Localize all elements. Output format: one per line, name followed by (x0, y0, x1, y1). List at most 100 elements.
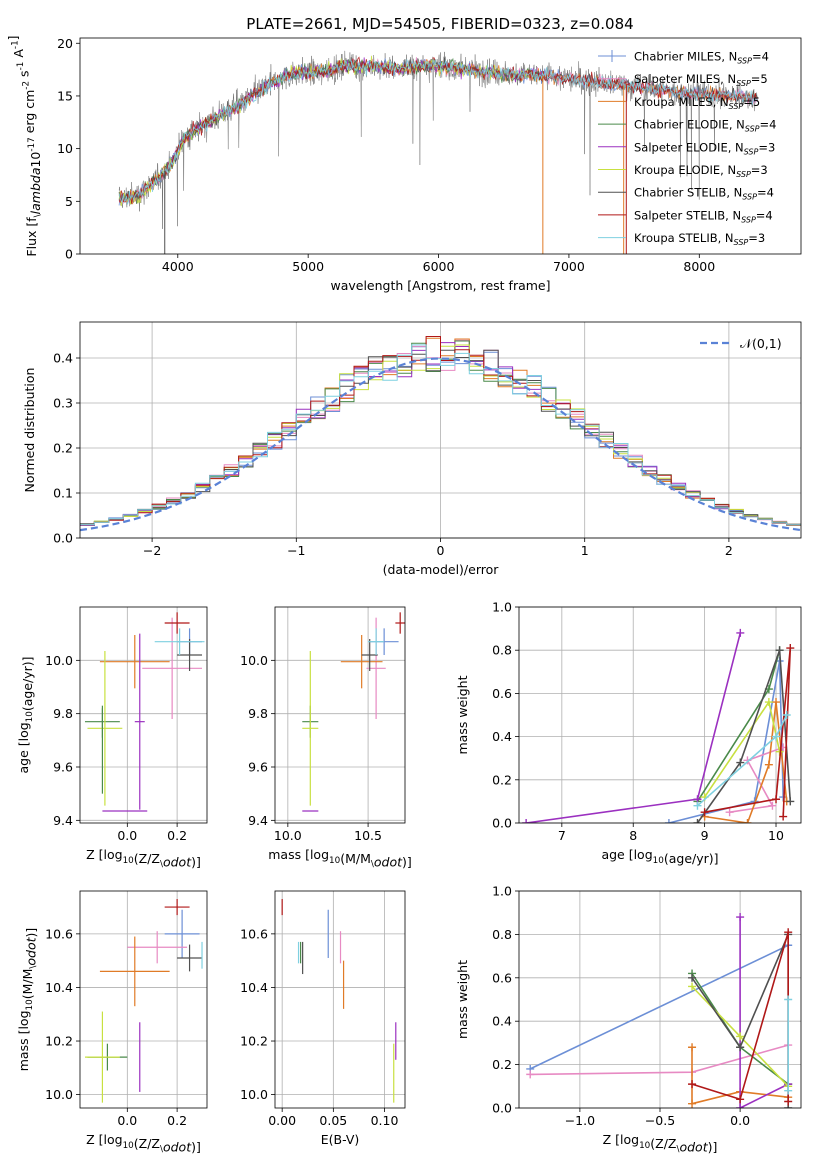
x-tick-label: 0.0 (117, 828, 137, 843)
x-axis-label: E(B-V) (321, 1132, 360, 1147)
y-tick-label: 1.0 (492, 884, 512, 899)
y-tick-label: 9.4 (248, 813, 268, 828)
plot-area (80, 336, 801, 532)
x-tick-label: 8000 (683, 259, 715, 274)
x-axis-label: Z [log10(Z/Z\odot)] (86, 1132, 201, 1155)
x-tick-label: −2 (143, 543, 161, 558)
weight-point-marker (688, 982, 697, 991)
y-tick-label: 10.0 (45, 653, 73, 668)
y-tick-label: 0.0 (53, 531, 73, 546)
y-tick-label: 0.1 (53, 486, 73, 501)
y-tick-label: 9.8 (248, 706, 268, 721)
x-axis-label: wavelength [Angstrom, rest frame] (330, 278, 550, 293)
weight-point-marker (786, 797, 795, 806)
y-tick-label: 9.6 (248, 760, 268, 775)
axes-frame (518, 890, 802, 1109)
weight-point-marker (736, 758, 745, 767)
figure-title: PLATE=2661, MJD=54505, FIBERID=0323, z=0… (246, 15, 633, 33)
grid (275, 607, 405, 823)
axes-frame (274, 606, 406, 824)
weight-point-marker (768, 801, 777, 810)
x-tick-label: 4000 (162, 259, 194, 274)
x-tick-label: 0.10 (371, 1113, 399, 1128)
weight-line-chabrier-miles (529, 944, 789, 1070)
x-tick-label: −1 (287, 543, 305, 558)
weight-point-marker (736, 1104, 745, 1108)
weight-point-marker (688, 1099, 697, 1108)
y-tick-label: 0.2 (492, 772, 512, 787)
weight-point-marker (764, 760, 773, 769)
x-tick-label: 0.2 (167, 1113, 187, 1128)
axes-frame (79, 321, 802, 539)
weight-line-kroupa-miles (691, 1047, 789, 1105)
weight-point-marker (779, 812, 788, 821)
legend-entry: Salpeter STELIB, NSSP=4 (634, 208, 773, 224)
y-tick-label: 5 (65, 194, 73, 209)
weight-point-marker (772, 698, 781, 707)
weight-point-marker (736, 1095, 745, 1104)
model-line-kroupa-stelib (118, 58, 758, 205)
axes-frame (79, 890, 208, 1109)
weight-point-marker (775, 646, 784, 655)
legend-entry: 𝒩(0,1) (740, 336, 782, 351)
weight-point-marker (526, 1070, 535, 1079)
weight-point-marker (688, 1043, 697, 1052)
weight-point-marker (522, 819, 531, 823)
y-tick-label: 0.4 (492, 729, 512, 744)
y-axis-label: mass weight (455, 960, 470, 1039)
y-tick-label: 0.4 (53, 351, 73, 366)
legend-entry: Kroupa STELIB, NSSP=3 (634, 231, 765, 247)
chart-mass-vs-EBV: 0.00 0.05 0.10 10.0 10.2 10.4 10.6 E(B-V) (240, 890, 406, 1147)
y-tick-label: 10.4 (240, 980, 268, 995)
y-tick-label: 0.2 (53, 441, 73, 456)
legend-entry: Kroupa ELODIE, NSSP=3 (634, 163, 768, 179)
observed-spectrum-line (118, 50, 759, 229)
x-tick-label: 6000 (423, 259, 455, 274)
y-tick-label: 0.8 (492, 927, 512, 942)
y-tick-label: 20 (57, 36, 73, 51)
plot-area (281, 899, 397, 1103)
x-tick-label: 0.2 (167, 828, 187, 843)
y-tick-label: 10.0 (240, 653, 268, 668)
plot-area (522, 628, 795, 823)
weight-point-marker (784, 995, 793, 1004)
weight-point-marker (786, 644, 795, 653)
x-tick-label: −1.0 (565, 1113, 595, 1128)
weight-point-marker (736, 1032, 745, 1041)
y-tick-label: 1.0 (492, 600, 512, 615)
chart-mass-vs-Z: 0.0 0.2 10.0 10.2 10.4 10.6 Z [log10(Z/Z\odot)… (16, 890, 208, 1155)
x-tick-label: 7000 (553, 259, 585, 274)
y-tick-label: 9.4 (53, 813, 73, 828)
y-tick-label: 10.4 (45, 980, 73, 995)
x-tick-label: 8 (629, 828, 637, 843)
y-tick-label: 10.2 (240, 1034, 268, 1049)
x-tick-label: 1 (581, 543, 589, 558)
grid (275, 891, 405, 1108)
normal-curve (80, 357, 801, 532)
y-tick-label: 0.8 (492, 643, 512, 658)
y-axis-label: Normed distribution (22, 368, 37, 493)
x-tick-label: 0 (437, 543, 445, 558)
x-axis-label: Z [log10(Z/Z\odot)] (603, 1132, 718, 1155)
axes-frame (79, 37, 802, 255)
x-tick-label: 7 (558, 828, 566, 843)
chart-residuals: −2 −1 0 1 2 0.0 0.1 0.2 0.3 0.4 (data-model)/error… (22, 321, 802, 577)
weight-point-marker (772, 795, 781, 804)
axes-frame (518, 606, 802, 824)
weight-line-kroupa-elodie (703, 699, 781, 798)
grid (80, 891, 207, 1108)
chart-spectrum: 4000 5000 6000 7000 8000 0 5 10 15 20 wavelength [… (5, 35, 802, 293)
chart-mass-weight-vs-Z: −1.0 −0.5 0.0 0.0 0.2 0.4 0.6 0.8 1.0 Z [log10(Z/… (455, 884, 802, 1155)
weight-point-marker (782, 711, 791, 719)
legend-entry: Salpeter ELODIE, NSSP=3 (634, 140, 775, 156)
y-tick-label: 0.4 (492, 1014, 512, 1029)
x-tick-label: 0.05 (319, 1113, 347, 1128)
plot-area (302, 612, 405, 812)
plot-area (526, 913, 793, 1108)
weight-point-marker (725, 808, 734, 817)
y-tick-label: 10 (57, 141, 73, 156)
y-tick-label: 10.2 (45, 1034, 73, 1049)
histogram-salpeter-stelib (80, 336, 801, 526)
legend-entry: Chabrier ELODIE, NSSP=4 (634, 118, 776, 134)
